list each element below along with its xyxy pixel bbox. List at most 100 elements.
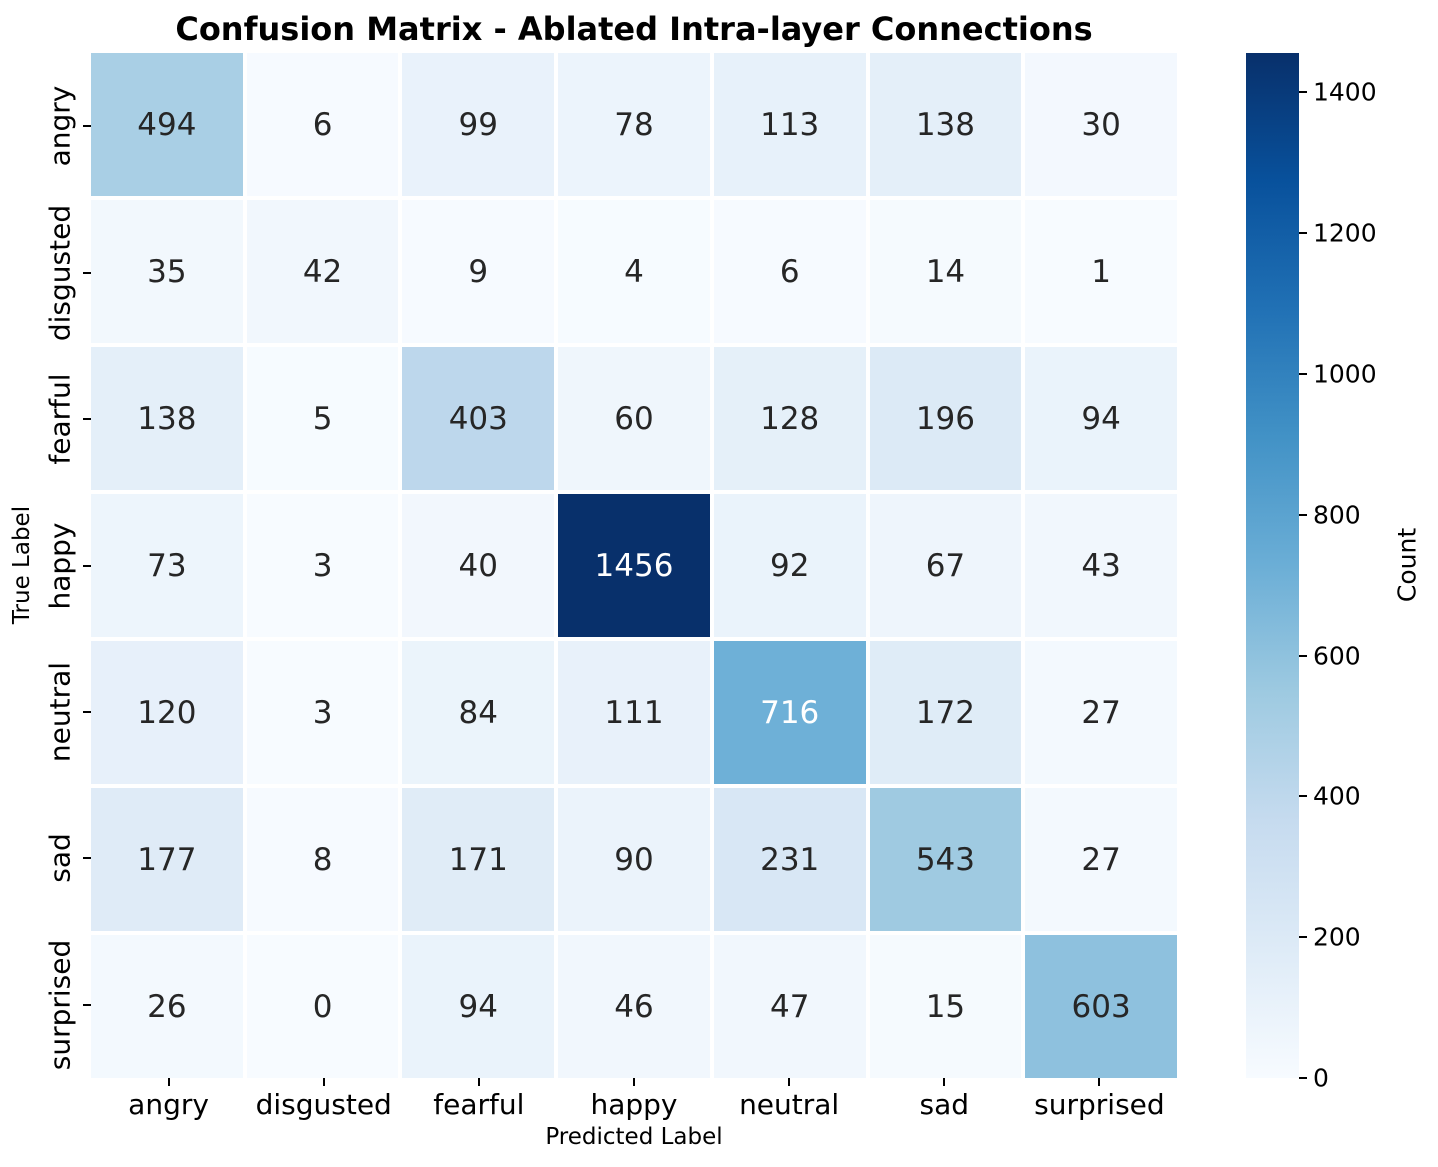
colorbar-gradient: [1246, 53, 1299, 1078]
heatmap-cell: 14: [869, 200, 1022, 343]
heatmap-cell: 78: [558, 53, 710, 196]
x-tick-label: fearful: [433, 1088, 525, 1121]
y-tick-label: angry: [43, 85, 77, 167]
colorbar-tick: [1299, 795, 1307, 798]
colorbar-tick: [1299, 936, 1307, 939]
y-axis-tick: [83, 857, 91, 860]
heatmap-cell: 231: [713, 788, 866, 931]
y-tick-label: neutral: [43, 661, 77, 762]
heatmap-cell: 6: [713, 200, 866, 343]
heatmap-cell: 42: [246, 200, 399, 343]
heatmap-cell: 43: [1025, 494, 1177, 637]
heatmap-cell: 716: [713, 641, 866, 784]
x-axis-tick: [1098, 1078, 1101, 1086]
y-tick-label: surprised: [43, 939, 77, 1071]
y-axis-tick: [83, 271, 91, 274]
colorbar-tick: [1299, 373, 1307, 376]
heatmap-cell: 90: [558, 788, 710, 931]
colorbar-tick-label: 200: [1313, 922, 1361, 952]
x-axis-tick: [167, 1078, 170, 1086]
heatmap-cell: 46: [558, 935, 710, 1078]
heatmap-cell: 0: [246, 935, 399, 1078]
heatmap-cell: 3: [246, 494, 399, 637]
heatmap-cell: 5: [246, 347, 399, 490]
heatmap-cell: 196: [869, 347, 1022, 490]
x-tick-label: angry: [128, 1088, 209, 1121]
y-tick-label: happy: [43, 521, 77, 610]
heatmap-cell: 172: [869, 641, 1022, 784]
heatmap-cell: 6: [246, 53, 399, 196]
heatmap-cell: 171: [402, 788, 555, 931]
y-axis-tick: [83, 1003, 91, 1006]
colorbar-tick-label: 800: [1313, 500, 1361, 530]
colorbar-tick-label: 1000: [1313, 359, 1377, 389]
heatmap-cell: 27: [1025, 641, 1177, 784]
heatmap-cell: 3: [246, 641, 399, 784]
heatmap-cell: 138: [869, 53, 1022, 196]
heatmap-cell: 47: [713, 935, 866, 1078]
x-axis-label: Predicted Label: [545, 1124, 723, 1150]
colorbar-tick: [1299, 513, 1307, 516]
x-axis-tick: [943, 1078, 946, 1086]
colorbar-tick-label: 400: [1313, 781, 1361, 811]
x-axis-tick: [477, 1078, 480, 1086]
colorbar-tick-label: 600: [1313, 641, 1361, 671]
colorbar-tick-label: 0: [1313, 1063, 1329, 1093]
y-tick-label: disgusted: [43, 204, 77, 341]
heatmap-cell: 1456: [558, 494, 710, 637]
heatmap-cell: 99: [402, 53, 555, 196]
colorbar-tick-label: 1400: [1313, 77, 1377, 107]
heatmap-cell: 8: [246, 788, 399, 931]
heatmap-cell: 67: [869, 494, 1022, 637]
colorbar-label: Count: [1392, 527, 1422, 603]
colorbar-tick-label: 1200: [1313, 218, 1377, 248]
heatmap-cell: 26: [91, 935, 243, 1078]
heatmap-cell: 9: [402, 200, 555, 343]
x-tick-label: surprised: [1034, 1088, 1165, 1121]
y-axis-tick: [83, 564, 91, 567]
heatmap-cell: 35: [91, 200, 243, 343]
heatmap-cell: 403: [402, 347, 555, 490]
heatmap-cell: 40: [402, 494, 555, 637]
y-tick-label: sad: [43, 833, 77, 884]
heatmap-grid: 494 6 99 78 113 138 30 35 42 9 4 6 14 1 138 5 403 60 128 19…: [91, 53, 1177, 1078]
heatmap-cell: 1: [1025, 200, 1177, 343]
heatmap-cell: 120: [91, 641, 243, 784]
x-axis-tick: [322, 1078, 325, 1086]
heatmap-cell: 138: [91, 347, 243, 490]
heatmap-cell: 30: [1025, 53, 1177, 196]
y-axis-tick: [83, 125, 91, 128]
x-tick-label: neutral: [739, 1088, 840, 1121]
colorbar-tick: [1299, 91, 1307, 94]
heatmap-cell: 94: [1025, 347, 1177, 490]
heatmap-cell: 84: [402, 641, 555, 784]
heatmap-cell: 128: [713, 347, 866, 490]
x-tick-label: sad: [919, 1088, 970, 1121]
heatmap-cell: 15: [869, 935, 1022, 1078]
y-axis-label: True Label: [9, 505, 35, 625]
heatmap-cell: 92: [713, 494, 866, 637]
heatmap-cell: 60: [558, 347, 710, 490]
colorbar-tick: [1299, 232, 1307, 235]
y-axis-tick: [83, 710, 91, 713]
heatmap-cell: 94: [402, 935, 555, 1078]
x-axis-tick: [788, 1078, 791, 1086]
heatmap-cell: 4: [558, 200, 710, 343]
heatmap-cell: 27: [1025, 788, 1177, 931]
heatmap-cell: 73: [91, 494, 243, 637]
x-axis-tick: [633, 1078, 635, 1086]
heatmap-cell: 543: [869, 788, 1022, 931]
x-tick-label: disgusted: [255, 1088, 392, 1121]
x-tick-label: happy: [590, 1088, 678, 1121]
heatmap-cell: 494: [91, 53, 243, 196]
colorbar-tick: [1299, 654, 1307, 657]
heatmap-cell: 603: [1025, 935, 1177, 1078]
heatmap-cell: 177: [91, 788, 243, 931]
heatmap-cell: 111: [558, 641, 710, 784]
chart-title: Confusion Matrix - Ablated Intra-layer C…: [175, 10, 1093, 48]
y-axis-tick: [83, 418, 91, 421]
colorbar-tick: [1299, 1077, 1307, 1079]
y-tick-label: fearful: [43, 373, 77, 465]
heatmap-cell: 113: [713, 53, 866, 196]
